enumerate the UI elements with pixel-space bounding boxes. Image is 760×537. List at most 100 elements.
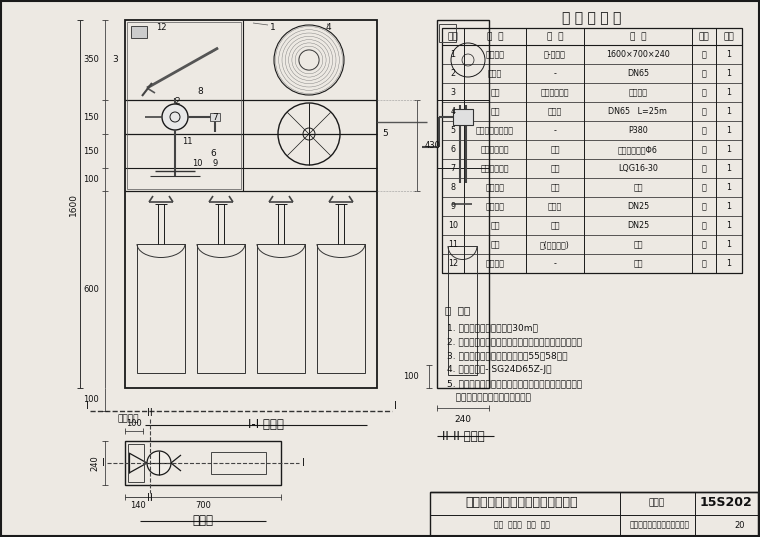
Text: II-II 剖面图: II-II 剖面图 [442, 430, 484, 442]
Text: 材  质: 材 质 [546, 32, 563, 41]
Text: 5: 5 [382, 129, 388, 139]
Bar [317, 244, 365, 373]
Text: 个: 个 [701, 69, 706, 78]
Bar [210, 113, 220, 121]
Bar [257, 244, 305, 373]
Text: 5. 消火栓进水管如需要布置在箱底右侧，箱内配置及截: 5. 消火栓进水管如需要布置在箱底右侧，箱内配置及截 [447, 379, 582, 388]
Text: 阀门: 阀门 [490, 221, 500, 230]
Text: DN25: DN25 [627, 221, 649, 230]
Text: 1: 1 [727, 145, 731, 154]
Text: 当置喷嘴直径Φ6: 当置喷嘴直径Φ6 [618, 145, 658, 154]
Text: I: I [302, 458, 305, 468]
Text: 150: 150 [84, 112, 99, 121]
Text: 8: 8 [451, 183, 455, 192]
Text: 内衬里: 内衬里 [548, 107, 562, 116]
Text: 上海建筑设计研究院有限公司: 上海建筑设计研究院有限公司 [630, 520, 690, 529]
Text: 数量: 数量 [724, 32, 734, 41]
Text: 1: 1 [727, 69, 731, 78]
Text: 2: 2 [174, 98, 180, 106]
Text: I-I 剖面图: I-I 剖面图 [248, 418, 284, 432]
Text: 编号: 编号 [448, 32, 458, 41]
Text: 3. 轻便消防水龙安装见本图集第55－58页。: 3. 轻便消防水龙安装见本图集第55－58页。 [447, 351, 568, 360]
Bar [197, 244, 245, 373]
Text: 个: 个 [701, 221, 706, 230]
Text: 6: 6 [451, 145, 455, 154]
Text: 1: 1 [727, 240, 731, 249]
Circle shape [147, 451, 171, 475]
Text: 100: 100 [84, 175, 99, 184]
Text: 1: 1 [727, 50, 731, 59]
Text: 10: 10 [192, 159, 202, 169]
Text: 4. 消火栓型号- SG24D65Z-J。: 4. 消火栓型号- SG24D65Z-J。 [447, 365, 552, 374]
Text: 单栓带轻便消防水龙组合式消防柜: 单栓带轻便消防水龙组合式消防柜 [466, 497, 578, 510]
Text: 名  称: 名 称 [486, 32, 503, 41]
Text: 室内地面: 室内地面 [117, 414, 138, 423]
Text: 11: 11 [448, 240, 458, 249]
Text: 消火栓箱: 消火栓箱 [486, 50, 505, 59]
Text: 个: 个 [701, 202, 706, 211]
Text: 2: 2 [451, 69, 455, 78]
Text: 6: 6 [210, 149, 216, 158]
Text: 1: 1 [727, 221, 731, 230]
Text: 10: 10 [448, 221, 458, 230]
Text: 1600×700×240: 1600×700×240 [606, 50, 670, 59]
Text: 说  明：: 说 明： [445, 305, 470, 315]
Text: 1: 1 [451, 50, 455, 59]
Text: 水枪: 水枪 [490, 88, 500, 97]
Text: 铜(冲压成型): 铜(冲压成型) [540, 240, 570, 249]
Text: 100: 100 [84, 395, 99, 404]
Text: 村胶: 村胶 [550, 164, 560, 173]
Text: 600: 600 [83, 285, 99, 294]
Text: 700: 700 [195, 500, 211, 510]
Text: 全铜: 全铜 [550, 183, 560, 192]
Text: 个: 个 [701, 259, 706, 268]
Text: 20: 20 [735, 520, 746, 529]
Text: 全铜: 全铜 [550, 145, 560, 154]
Text: 规  格: 规 格 [630, 32, 646, 41]
Text: 140: 140 [130, 500, 146, 510]
Text: 350: 350 [83, 55, 99, 64]
Bar [437, 20, 489, 388]
Circle shape [162, 104, 188, 130]
Text: 成品: 成品 [633, 183, 643, 192]
Text: I: I [102, 458, 104, 468]
Text: DN65: DN65 [627, 69, 649, 78]
Bar [448, 246, 477, 375]
Text: 管塞: 管塞 [490, 240, 500, 249]
Text: 430: 430 [425, 141, 441, 150]
Text: 150: 150 [84, 147, 99, 156]
Text: 平面图: 平面图 [192, 514, 214, 527]
Text: 图集号: 图集号 [649, 498, 665, 507]
Text: 快速接头: 快速接头 [486, 202, 505, 211]
Text: -: - [553, 126, 556, 135]
Text: 钢-铝合金: 钢-铝合金 [544, 50, 566, 59]
Bar [137, 244, 185, 373]
Bar [442, 28, 742, 273]
Text: 个: 个 [701, 240, 706, 249]
Text: 成品: 成品 [633, 259, 643, 268]
Text: 240: 240 [90, 455, 100, 471]
Text: 1: 1 [727, 107, 731, 116]
Text: 消防按钮: 消防按钮 [486, 259, 505, 268]
Bar [128, 444, 144, 482]
Text: 支: 支 [701, 88, 706, 97]
Text: 100: 100 [404, 372, 419, 381]
Text: 快速接口: 快速接口 [486, 183, 505, 192]
Text: 12: 12 [448, 259, 458, 268]
Text: 100: 100 [126, 419, 142, 429]
Text: 1: 1 [727, 126, 731, 135]
Text: 9: 9 [451, 202, 455, 211]
Text: 1600: 1600 [68, 192, 78, 215]
Bar [125, 441, 281, 485]
Text: 1: 1 [727, 202, 731, 211]
Bar [127, 22, 241, 189]
Text: I: I [394, 401, 397, 411]
Bar [453, 109, 473, 125]
Text: 15S202: 15S202 [700, 497, 752, 510]
Text: 9: 9 [212, 159, 217, 169]
Text: 个: 个 [701, 126, 706, 135]
Text: 1: 1 [727, 164, 731, 173]
Text: II: II [147, 408, 153, 418]
Text: 3: 3 [112, 55, 118, 64]
Text: 铜成钢: 铜成钢 [548, 202, 562, 211]
